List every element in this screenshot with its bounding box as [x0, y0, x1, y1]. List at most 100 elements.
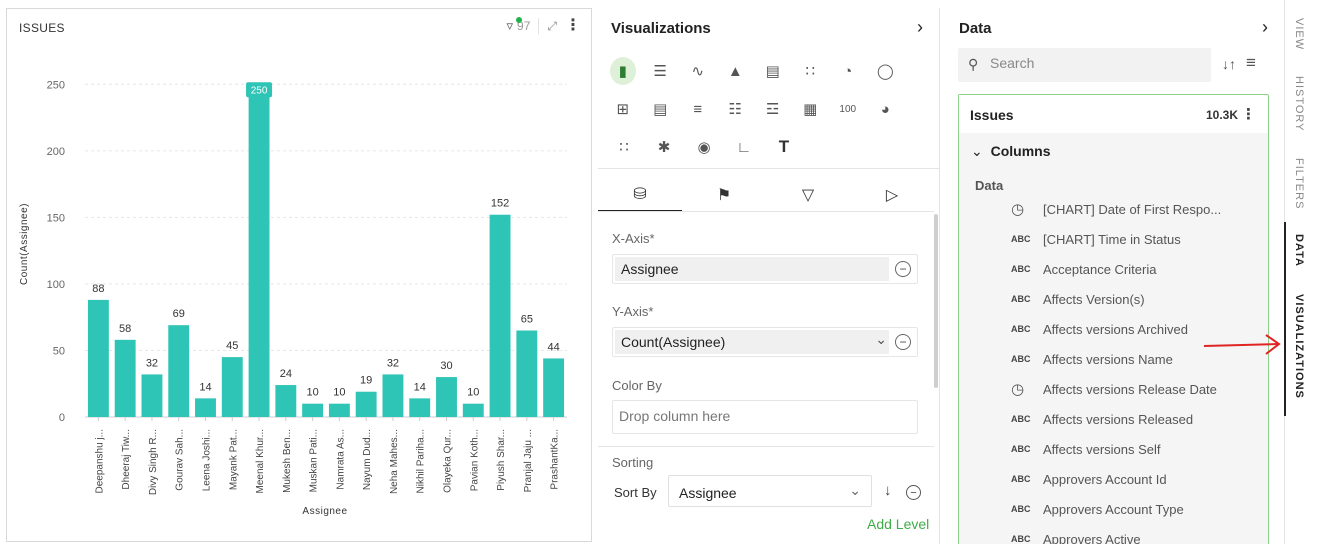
- chart-bar[interactable]: [436, 377, 457, 417]
- column-item[interactable]: ABC Acceptance Criteria: [1011, 258, 1156, 280]
- x-tick-label: Deepanshu j...: [94, 429, 105, 494]
- column-item[interactable]: ◷ Affects versions Release Date: [1011, 378, 1217, 400]
- chart-bar[interactable]: [543, 358, 565, 417]
- data-panel-collapse-icon[interactable]: ›: [1262, 17, 1268, 37]
- column-item[interactable]: ABC Approvers Active: [1011, 528, 1141, 544]
- dataset-header[interactable]: Issues 10.3K ⋮: [959, 95, 1268, 133]
- column-item[interactable]: ◷ [CHART] Date of First Respo...: [1011, 198, 1221, 220]
- column-item[interactable]: ABC Approvers Account Type: [1011, 498, 1184, 520]
- chart-bar[interactable]: [516, 330, 538, 418]
- data-label: 24: [280, 368, 292, 380]
- column-item[interactable]: ABC Affects Version(s): [1011, 288, 1145, 310]
- list-icon[interactable]: ☷: [728, 101, 742, 118]
- column-item[interactable]: ABC Affects versions Released: [1011, 408, 1193, 430]
- donut-chart-icon[interactable]: ◯: [876, 63, 894, 80]
- tab-data[interactable]: DATA: [1293, 234, 1305, 267]
- pie-chart-icon[interactable]: ◔: [843, 62, 853, 80]
- column-item[interactable]: ABC Approvers Account Id: [1011, 468, 1167, 490]
- chart-bar[interactable]: [382, 374, 404, 417]
- network-icon[interactable]: ✱: [657, 139, 671, 156]
- tab-view[interactable]: VIEW: [1293, 18, 1305, 51]
- tab-filters[interactable]: FILTERS: [1293, 158, 1305, 210]
- x-axis-field[interactable]: Assignee −: [612, 254, 918, 284]
- tab-filter[interactable]: ▽: [766, 178, 850, 212]
- x-tick-label: Neha Mahes...: [389, 429, 400, 494]
- heatmap-icon[interactable]: ∷: [619, 139, 629, 156]
- kpi-icon[interactable]: ∟: [736, 138, 752, 156]
- chart-bar[interactable]: [489, 214, 511, 417]
- combo-chart-icon[interactable]: ▤: [765, 63, 780, 80]
- area-chart-icon[interactable]: ▲: [727, 62, 743, 80]
- pivot-table-icon[interactable]: ⊞: [616, 101, 630, 118]
- x-tick-label: Mayank Pat...: [228, 429, 239, 490]
- chart-bar[interactable]: [141, 374, 163, 417]
- tab-visualizations[interactable]: VISUALIZATIONS: [1293, 294, 1305, 399]
- scatter-chart-icon[interactable]: ∷: [805, 63, 816, 80]
- y-axis-value[interactable]: Count(Assignee): [615, 330, 889, 354]
- x-axis-value[interactable]: Assignee: [615, 257, 889, 281]
- data-label-badge: [246, 82, 273, 98]
- data-label: 32: [146, 357, 158, 369]
- chart-bar[interactable]: [168, 325, 190, 417]
- expand-icon[interactable]: ⤢: [547, 18, 557, 33]
- chevron-down-icon: ⌄: [849, 482, 861, 498]
- remove-x-axis-icon[interactable]: −: [895, 261, 911, 277]
- chart-bar[interactable]: [114, 339, 136, 417]
- chevron-down-icon[interactable]: ⌄: [875, 331, 887, 347]
- globe-icon[interactable]: ◉: [697, 139, 711, 156]
- y-axis-label: Y-Axis*: [612, 304, 654, 319]
- sorting-label: Sorting: [612, 455, 654, 470]
- chart-bar[interactable]: [302, 403, 324, 417]
- sort-direction-icon[interactable]: ↓: [884, 482, 892, 499]
- chart-bar[interactable]: [328, 403, 350, 417]
- search-box[interactable]: ⚲: [958, 48, 1211, 82]
- grid-icon[interactable]: ▦: [803, 101, 818, 118]
- column-item[interactable]: ABC Affects versions Archived: [1011, 318, 1188, 340]
- search-input[interactable]: [990, 55, 1200, 71]
- visualizations-collapse-icon[interactable]: ›: [917, 17, 923, 37]
- side-tabs: VIEW HISTORY FILTERS DATA VISUALIZATIONS: [1284, 0, 1320, 544]
- x-tick-label: Mukesh Ben...: [282, 429, 293, 493]
- columns-toggle[interactable]: ⌄ Columns: [971, 143, 1051, 160]
- table-icon[interactable]: ▤: [653, 101, 668, 118]
- chart-bar[interactable]: [195, 398, 216, 417]
- chart-bar[interactable]: [462, 403, 484, 417]
- chart-bar[interactable]: [355, 391, 377, 417]
- color-by-placeholder: Drop column here: [619, 408, 731, 424]
- line-chart-icon[interactable]: ∿: [691, 63, 705, 80]
- tab-history[interactable]: HISTORY: [1293, 76, 1305, 132]
- tab-format[interactable]: ⚑: [682, 178, 766, 212]
- sort-by-select[interactable]: Assignee ⌄: [668, 475, 872, 507]
- chart-bar[interactable]: [87, 299, 109, 417]
- chart-bar[interactable]: [221, 357, 243, 417]
- filter-icon: ▽: [801, 187, 815, 204]
- x-axis-label: Assignee: [302, 506, 347, 517]
- list-filter-icon[interactable]: ≡: [1246, 53, 1256, 72]
- sort-by-value: Assignee: [679, 485, 737, 501]
- sort-icon[interactable]: ↓↑: [1222, 56, 1236, 72]
- number-icon[interactable]: 100: [839, 103, 857, 115]
- horizontal-bar-chart-icon[interactable]: ☰: [653, 63, 667, 80]
- chart-more-menu-icon[interactable]: ⋮: [565, 17, 581, 34]
- tab-data[interactable]: ⛁: [598, 178, 682, 212]
- dataset-more-menu-icon[interactable]: ⋮: [1241, 106, 1256, 123]
- viz-scrollbar[interactable]: [934, 214, 938, 388]
- gauge-icon[interactable]: ◕: [880, 100, 890, 118]
- list-view-icon[interactable]: ☲: [766, 101, 780, 118]
- column-item[interactable]: ABC Affects versions Name: [1011, 348, 1173, 370]
- filter-indicator[interactable]: ▿ 97: [507, 17, 530, 34]
- text-icon[interactable]: T: [778, 137, 790, 156]
- y-axis-field[interactable]: Count(Assignee) ⌄ −: [612, 327, 918, 357]
- bar-chart-icon[interactable]: ▮: [610, 57, 636, 85]
- column-item[interactable]: ABC Affects versions Self: [1011, 438, 1161, 460]
- chart-bar[interactable]: [248, 84, 270, 418]
- chart-bar[interactable]: [275, 385, 297, 417]
- column-item[interactable]: ABC [CHART] Time in Status: [1011, 228, 1181, 250]
- tab-drilldown[interactable]: ▷: [850, 178, 934, 212]
- add-level-button[interactable]: Add Level: [867, 516, 930, 532]
- summary-table-icon[interactable]: ≡: [693, 100, 703, 118]
- color-by-dropzone[interactable]: Drop column here: [612, 400, 918, 434]
- remove-y-axis-icon[interactable]: −: [895, 334, 911, 350]
- chart-bar[interactable]: [409, 398, 431, 417]
- remove-sort-icon[interactable]: −: [906, 485, 921, 500]
